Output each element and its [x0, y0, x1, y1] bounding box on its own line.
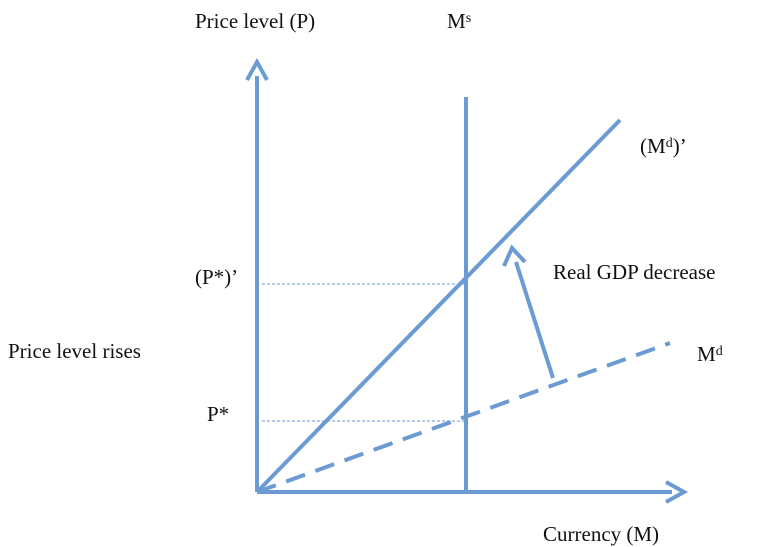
y-axis-arrow: [245, 57, 269, 81]
x-axis-label: Currency (M): [543, 522, 659, 546]
label-base: M: [447, 9, 466, 33]
money-demand-line: [256, 341, 671, 494]
label-base: M: [697, 342, 716, 366]
label-prefix: (: [640, 134, 647, 158]
label-sup: s: [466, 11, 471, 26]
label-base: M: [647, 134, 666, 158]
y-axis-label: Price level (P): [195, 9, 315, 33]
price-label: P*: [207, 402, 229, 426]
money-demand-label: Md: [697, 342, 723, 366]
money-supply-label: Ms: [447, 9, 471, 33]
shift-arrow: [514, 261, 555, 379]
new-money-demand-label: (Md)’: [640, 134, 687, 158]
shift-label: Real GDP decrease: [553, 260, 715, 284]
x-axis-arrow: [665, 480, 689, 504]
new-price-label: (P*)’: [195, 265, 238, 289]
label-sup: d: [716, 344, 723, 359]
effect-label: Price level rises: [8, 339, 141, 363]
label-sup: d: [666, 136, 673, 151]
new-money-demand-line: [255, 118, 622, 494]
shift-arrow-head: [502, 244, 527, 267]
label-suffix: )’: [673, 134, 687, 158]
